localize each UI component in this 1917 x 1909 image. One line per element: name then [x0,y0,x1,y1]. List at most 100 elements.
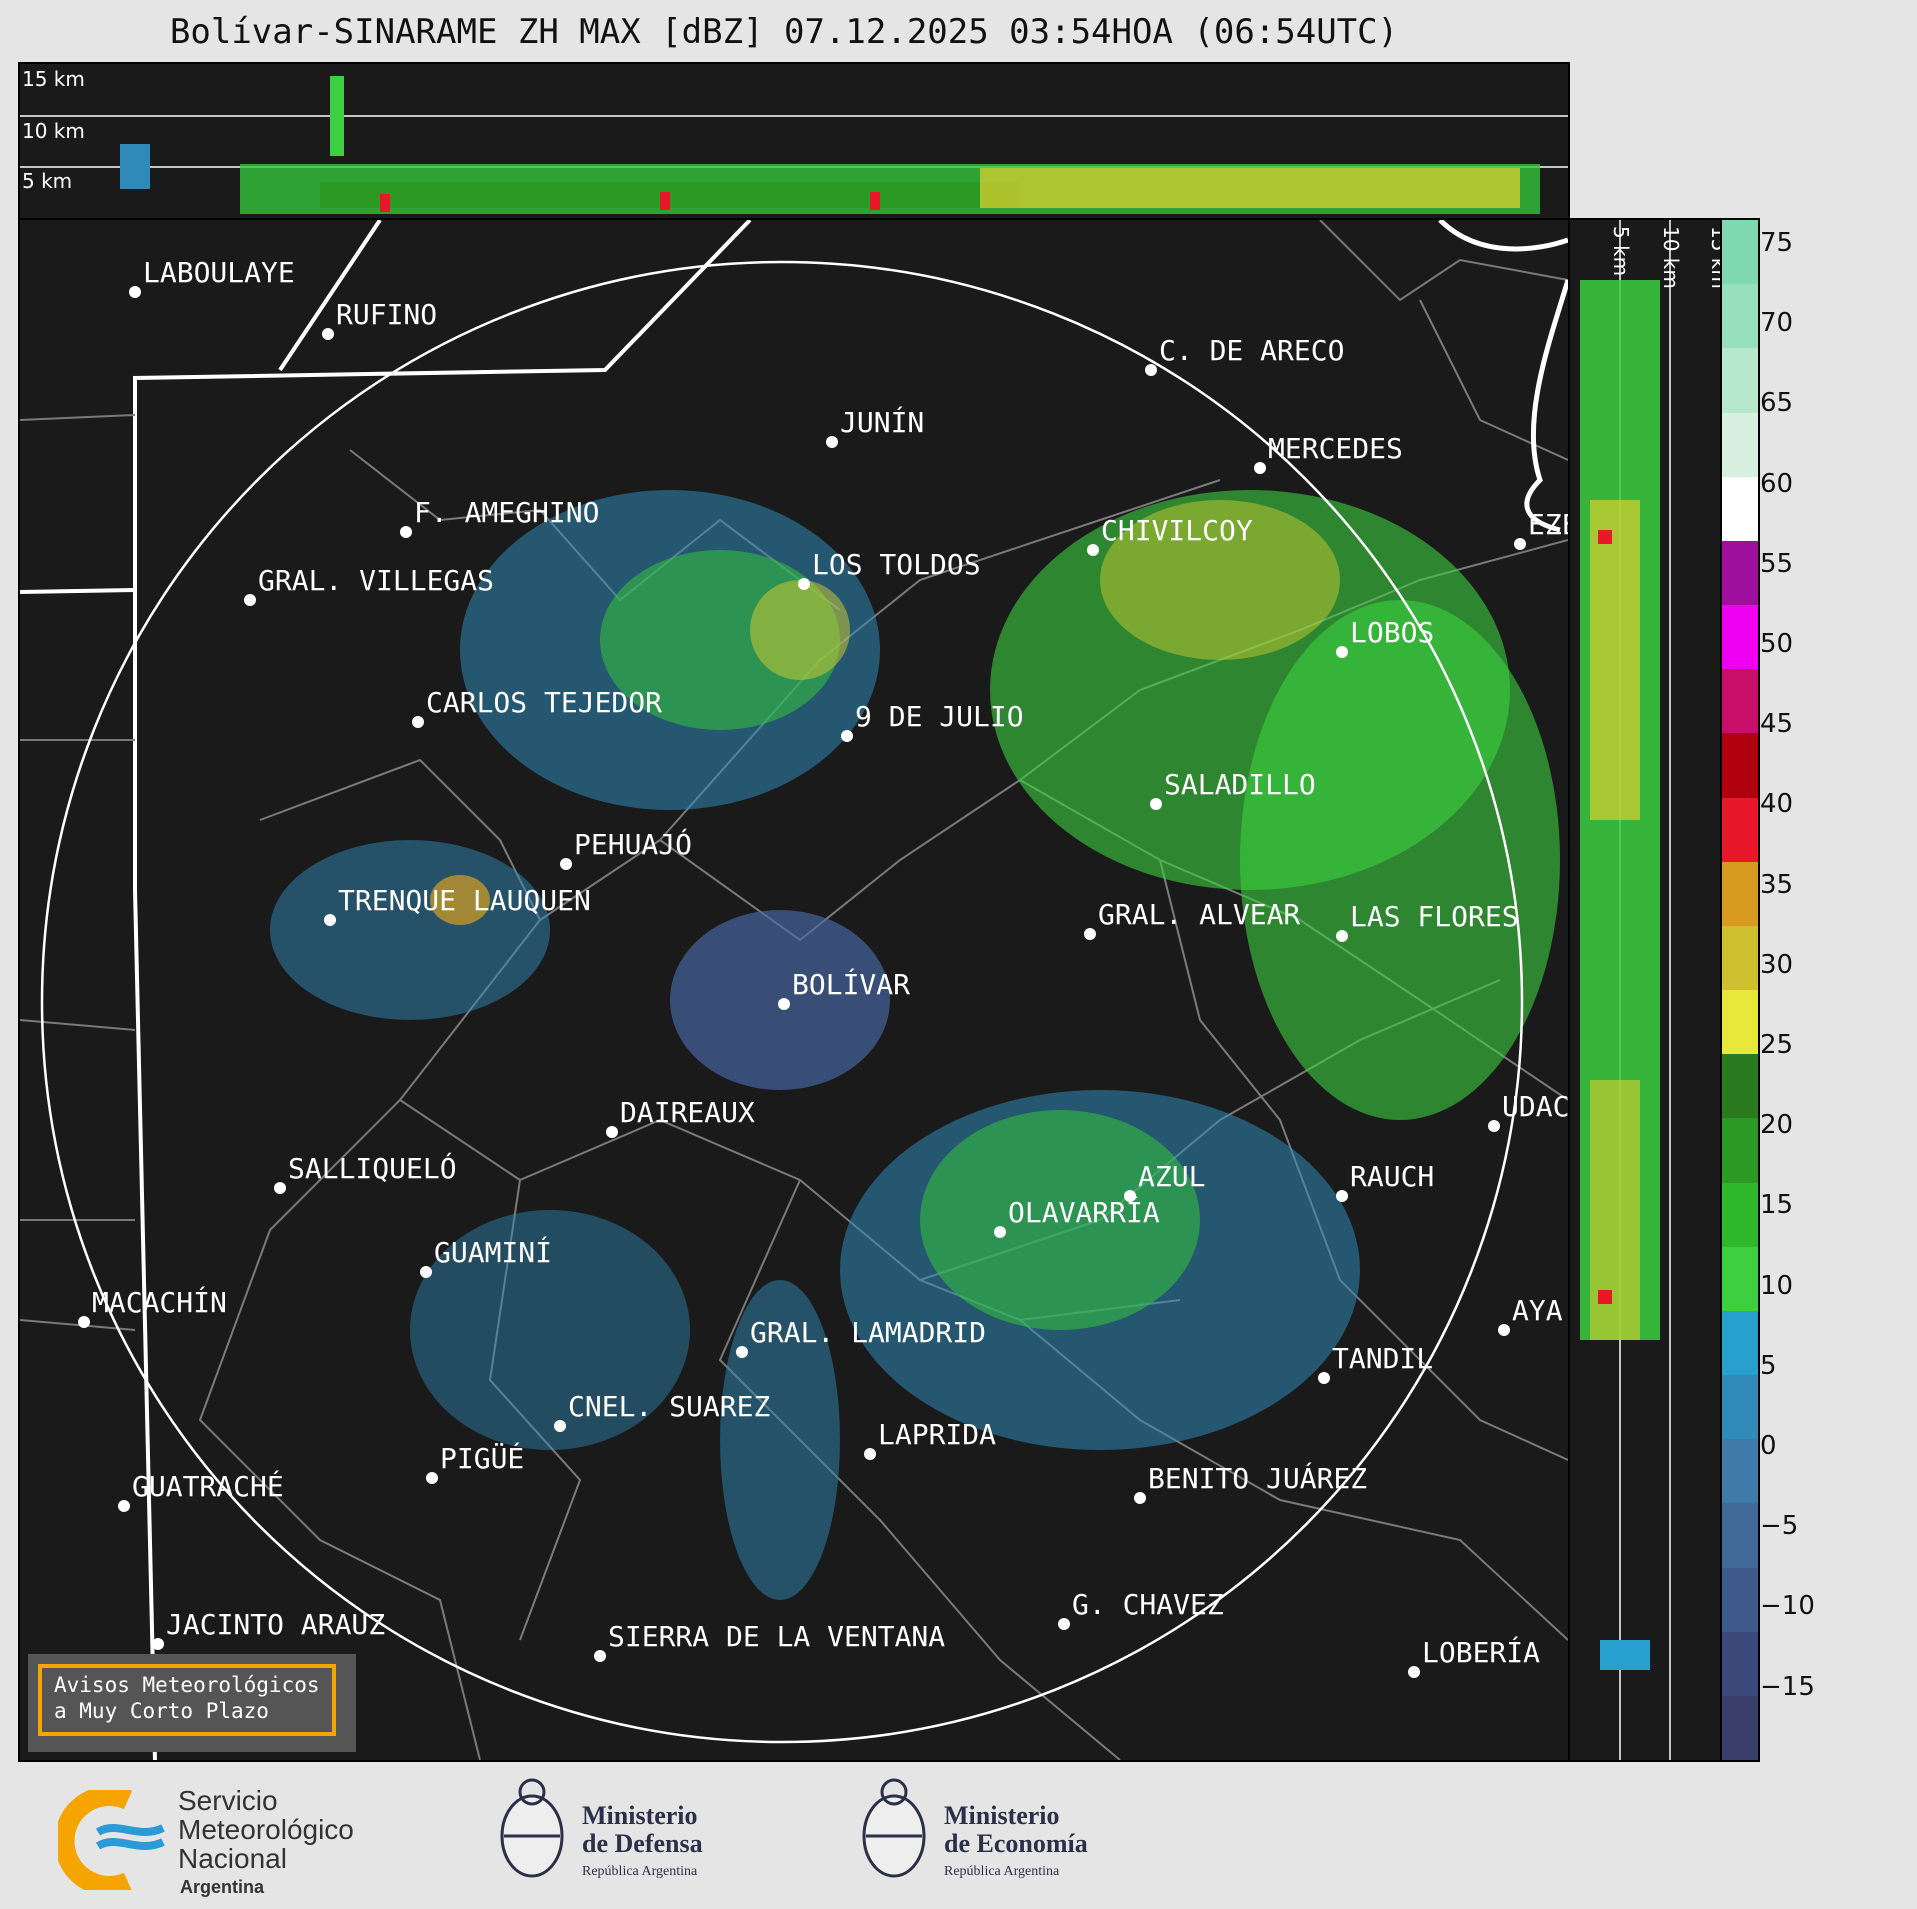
colorbar-segment [1722,220,1758,285]
city-label: AYA [1512,1294,1563,1327]
city-label: C. DE ARECO [1159,334,1344,367]
smn-logo-mark [58,1790,165,1890]
colorbar-segment [1722,1695,1758,1761]
city-label: CNEL. SUAREZ [568,1390,770,1423]
colorbar-segment [1722,1310,1758,1376]
city-label: RAUCH [1350,1160,1434,1193]
echo-cell [660,192,670,210]
side-cross-section: 5 km 10 km 15 km [1568,218,1724,1762]
colorbar-segment [1722,1182,1758,1248]
colorbar-segment [1722,605,1758,670]
altitude-label: 5 km [1609,226,1633,276]
city-label: GRAL. LAMADRID [750,1316,986,1349]
city-marker [554,1420,566,1432]
argentina-seal-icon [494,1774,570,1894]
city-marker [1084,928,1096,940]
city-label: G. CHAVEZ [1072,1588,1224,1621]
defensa-line-3: República Argentina [582,1864,698,1879]
echo-cell [870,192,880,210]
city-label: LAS FLORES [1350,900,1519,933]
city-marker [798,578,810,590]
echo-core [980,168,1520,208]
city-label: GRAL. VILLEGAS [258,564,494,597]
city-marker [1488,1120,1500,1132]
smn-line-1: Servicio [178,1785,278,1816]
city-label: OLAVARRÍA [1008,1195,1160,1229]
altitude-label: 15 km [1707,226,1722,289]
city-marker [864,1448,876,1460]
colorbar-tick-label: 40 [1760,789,1794,820]
colorbar-segment [1722,1054,1758,1119]
colorbar-segment [1722,797,1758,863]
city-marker [324,914,336,926]
colorbar-segment [1722,412,1758,478]
defensa-line-1: Ministerio [582,1801,698,1830]
colorbar-segment [1722,1118,1758,1183]
economia-line-1: Ministerio [944,1801,1060,1830]
colorbar-tick-label: −5 [1760,1511,1799,1542]
city-marker [1498,1324,1510,1336]
colorbar-tick-label: 20 [1760,1110,1794,1141]
city-marker [118,1500,130,1512]
city-label: PEHUAJÓ [574,827,692,861]
city-label: LOBERÍA [1422,1635,1540,1669]
city-label: MERCEDES [1268,432,1403,465]
colorbar-tick-label: 5 [1760,1350,1777,1381]
city-marker [1124,1190,1136,1202]
colorbar-tick-label: 0 [1760,1431,1777,1461]
city-label: TRENQUE LAUQUEN [338,884,591,917]
city-label: SALADILLO [1164,768,1316,801]
city-marker [400,526,412,538]
city-marker [778,998,790,1010]
city-marker [594,1650,606,1662]
colorbar-segment [1722,1503,1758,1568]
city-marker [420,1266,432,1278]
city-marker [1058,1618,1070,1630]
city-marker [244,594,256,606]
colorbar-tick-label: −10 [1760,1591,1815,1622]
colorbar-tick-label: 55 [1760,548,1794,579]
city-marker [994,1226,1006,1238]
city-label: DAIREAUX [620,1096,755,1129]
colorbar [1720,218,1760,1762]
precipitation-echoes [270,490,1560,1600]
city-label: JUNÍN [840,405,924,439]
argentina-seal-icon [856,1774,932,1894]
economia-line-2: de Economía [944,1829,1088,1858]
city-marker [736,1346,748,1358]
city-label: BOLÍVAR [792,967,910,1001]
echo-core [1590,500,1640,820]
colorbar-segment [1722,861,1758,927]
city-label: AZUL [1138,1160,1205,1193]
notice-line-2: a Muy Corto Plazo [54,1699,269,1723]
city-marker [1318,1372,1330,1384]
city-marker [152,1638,164,1650]
radar-range-ring [40,260,1524,1744]
city-label: UDAC [1502,1090,1568,1123]
colorbar-tick-label: 15 [1760,1190,1794,1221]
echo-cell [1598,530,1612,544]
altitude-label: 10 km [1659,226,1683,289]
defensa-logo-text: Ministerio de Defensa República Argentin… [582,1802,703,1886]
city-marker [1087,544,1099,556]
city-marker [1336,1190,1348,1202]
notice-line-1: Avisos Meteorológicos [54,1673,320,1697]
colorbar-tick-label: 45 [1760,709,1794,740]
echo-cell [330,76,344,156]
colorbar-segment [1722,1375,1758,1440]
top-cross-section: 15 km 10 km 5 km [18,62,1570,220]
colorbar-segment [1722,669,1758,734]
city-label: MACACHÍN [92,1285,227,1319]
smn-line-2: Meteorológico [178,1814,354,1845]
colorbar-segment [1722,733,1758,798]
city-label: BENITO JUÁREZ [1148,1461,1367,1495]
city-marker [322,328,334,340]
province-borders [20,220,752,1760]
defensa-line-2: de Defensa [582,1829,703,1858]
colorbar-tick-label: −15 [1760,1671,1815,1702]
colorbar-tick-label: 60 [1760,468,1794,499]
city-label: SALLIQUELÓ [288,1151,457,1185]
colorbar-tick-label: 70 [1760,308,1794,339]
economia-line-3: República Argentina [944,1864,1060,1879]
city-marker [606,1126,618,1138]
